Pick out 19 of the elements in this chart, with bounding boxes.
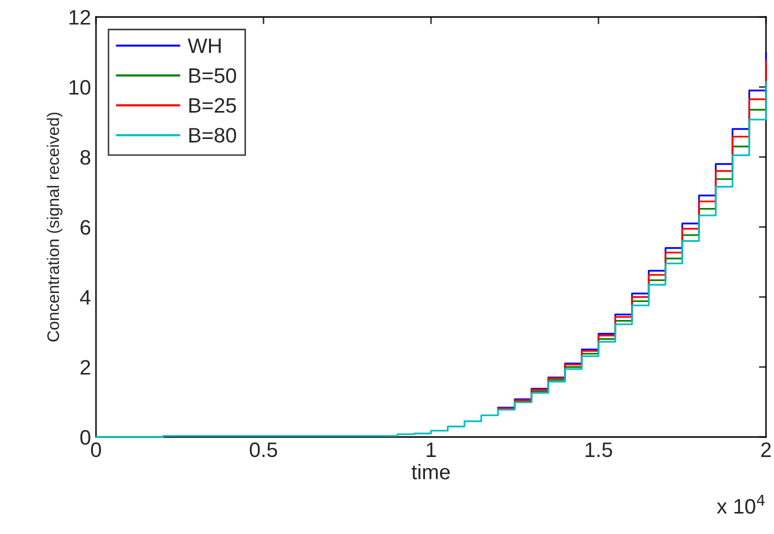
y-tick-label: 12	[70, 10, 90, 25]
legend-label: WH	[188, 38, 221, 53]
legend-label: B=80	[189, 128, 236, 143]
x-tick-label: 1	[426, 442, 436, 457]
text: x 10$^{4}$	[716, 494, 765, 514]
x-tick-label: 0	[91, 442, 101, 458]
x-tick-label: 2	[761, 442, 771, 457]
x-tick-label: 1.5	[586, 442, 612, 458]
y-tick-label: 2	[80, 360, 90, 375]
legend-label: B=50	[189, 68, 236, 83]
y-tick-label: 4	[80, 290, 91, 305]
y-tick-label: 6	[80, 220, 90, 235]
legend-label: B=25	[189, 98, 236, 113]
y-tick-label: 10	[70, 80, 90, 95]
x-axis-title: time	[412, 464, 450, 480]
y-tick-label: 8	[80, 150, 90, 165]
y-tick-label: 0	[80, 430, 90, 445]
x-tick-label: 0.5	[250, 442, 278, 458]
y-axis-title: Concentration (signal received)	[46, 112, 62, 342]
